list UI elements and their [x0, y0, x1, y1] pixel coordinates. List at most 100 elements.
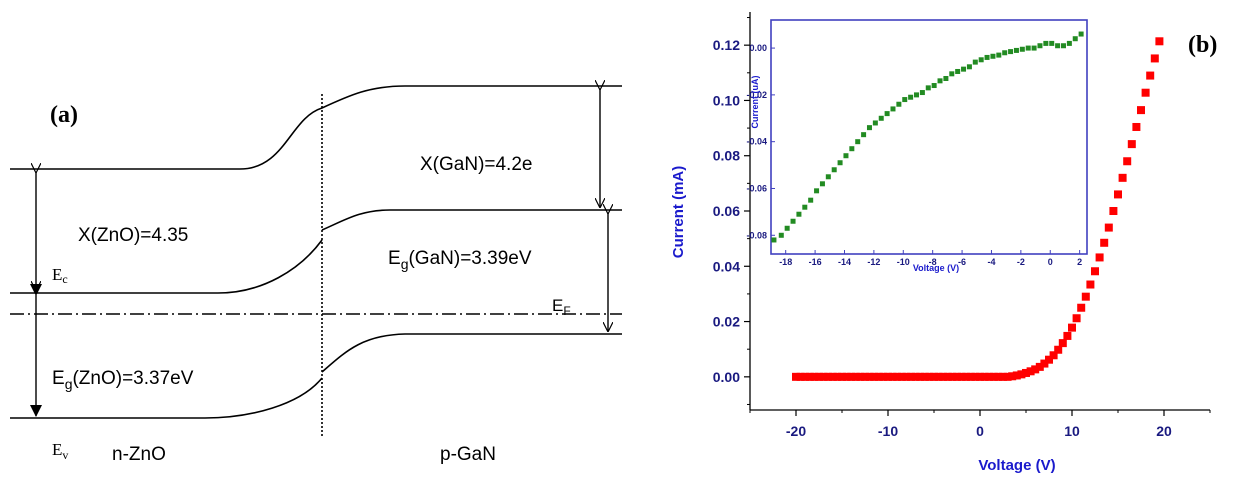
main-data-point: [805, 372, 814, 381]
main-data-point: [930, 372, 938, 381]
inset-data-point: [819, 181, 825, 187]
inset-frame: [770, 19, 1088, 255]
iv-chart: -20 -10 0 10 200.000.020.040.060.080.100.12 …: [670, 12, 1217, 474]
inset-data-point: [955, 68, 961, 74]
main-data-point: [1049, 351, 1058, 360]
inset-data-point: [908, 94, 914, 100]
main-axes: -20 -10 0 10 200.000.020.040.060.080.100.12: [713, 12, 1211, 439]
main-data-point: [948, 372, 957, 381]
main-x-tick-label: 20: [1156, 423, 1172, 439]
zno-conduction-band: [10, 239, 323, 294]
main-data-point: [796, 372, 805, 381]
inset-data-point: [802, 204, 808, 210]
eg-gan-label: Eg(GaN)=3.39eV: [388, 248, 532, 272]
inset-y-tick-label: -0.08: [746, 230, 767, 240]
main-data-point: [1150, 54, 1159, 63]
main-data-point: [939, 372, 948, 381]
inset-data-point: [1055, 43, 1061, 49]
main-data-point: [1141, 88, 1150, 97]
inset-data-point: [771, 237, 777, 243]
ef-label: EF: [552, 296, 571, 318]
inset-data-point: [884, 111, 890, 117]
main-data-points: [792, 37, 1164, 381]
band-lines: [10, 85, 622, 419]
inset-data-point: [1060, 43, 1066, 49]
main-data-point: [916, 372, 925, 381]
inset-data-point: [866, 125, 872, 131]
ev-label: Ev: [52, 440, 68, 462]
chi-gan-label: X(GaN)=4.2e: [420, 154, 532, 175]
main-y-tick-label: 0.10: [713, 92, 740, 108]
inset-chart: -18 -16 -14 -12 -10 -8 -6 -4 -2 0 2 0.00 -0.02 -0.04 -…: [746, 19, 1088, 267]
inset-data-point: [814, 188, 820, 194]
main-data-point: [815, 372, 823, 381]
inset-data-point: [949, 71, 955, 77]
main-y-tick-label: 0.12: [713, 37, 740, 53]
inset-data-point: [796, 211, 802, 217]
main-data-point: [971, 372, 980, 381]
inset-data-point: [872, 120, 878, 126]
inset-data-point: [784, 225, 790, 231]
inset-data-point: [919, 90, 925, 96]
inset-data-point: [843, 153, 849, 159]
inset-data-point: [837, 160, 843, 166]
main-data-point: [842, 372, 851, 381]
inset-y-tick-label: -0.04: [746, 137, 767, 147]
main-data-point: [1123, 157, 1132, 166]
main-data-point: [819, 372, 828, 381]
main-data-point: [1109, 207, 1118, 215]
main-data-point: [1091, 267, 1099, 276]
main-data-point: [1081, 292, 1090, 301]
inset-x-tick-label: -10: [897, 257, 910, 267]
inset-x-tick-label: 0: [1048, 257, 1053, 267]
main-data-point: [1146, 71, 1155, 80]
main-y-tick-label: 0.04: [713, 258, 740, 274]
inset-x-tick-label: -12: [867, 257, 880, 267]
inset-data-point: [914, 92, 920, 98]
main-x-tick-label: -20: [786, 423, 806, 439]
inset-data-point: [972, 59, 978, 65]
main-data-point: [1022, 368, 1030, 377]
inset-x-tick-label: -8: [929, 257, 937, 267]
main-data-point: [1040, 359, 1049, 368]
inset-data-point: [878, 115, 884, 121]
main-data-point: [1017, 370, 1026, 379]
inset-data-point: [855, 139, 861, 145]
inset-axes: -18 -16 -14 -12 -10 -8 -6 -4 -2 0 2 0.00 -0.02 -0.04 -…: [746, 43, 1082, 267]
chi-zno-label: X(ZnO)=4.35: [78, 225, 188, 246]
inset-data-point: [1078, 31, 1084, 37]
main-data-point: [907, 372, 915, 381]
inset-data-point: [925, 85, 931, 91]
main-data-point: [1045, 355, 1053, 364]
main-data-point: [962, 372, 971, 381]
inset-x-tick-label: -6: [958, 257, 966, 267]
main-data-point: [847, 372, 856, 381]
main-data-point: [994, 372, 1003, 381]
main-ylabel: Current (mA): [670, 166, 687, 259]
inset-data-point: [1008, 49, 1014, 55]
inset-data-point: [990, 53, 996, 59]
inset-data-point: [778, 232, 784, 238]
inset-data-point: [849, 146, 855, 152]
main-data-point: [879, 372, 888, 381]
inset-data-point: [961, 66, 967, 72]
inset-y-tick-label: -0.06: [746, 183, 767, 193]
main-data-point: [934, 372, 943, 381]
inset-data-point: [996, 52, 1002, 58]
main-data-point: [1114, 190, 1122, 199]
main-xlabel: Voltage (V): [978, 457, 1055, 474]
inset-data-points: [771, 31, 1084, 243]
inset-data-point: [984, 54, 990, 60]
main-data-point: [828, 372, 837, 381]
inset-data-point: [896, 101, 902, 107]
panel-label-b: (b): [1188, 32, 1217, 58]
inset-x-tick-label: -2: [1017, 257, 1025, 267]
main-data-point: [810, 372, 819, 381]
main-data-point: [1035, 362, 1044, 371]
main-data-point: [1118, 173, 1127, 182]
main-data-point: [861, 372, 869, 381]
main-data-point: [902, 372, 911, 381]
main-data-point: [870, 372, 879, 381]
main-data-point: [888, 372, 897, 381]
inset-data-point: [1025, 45, 1031, 51]
